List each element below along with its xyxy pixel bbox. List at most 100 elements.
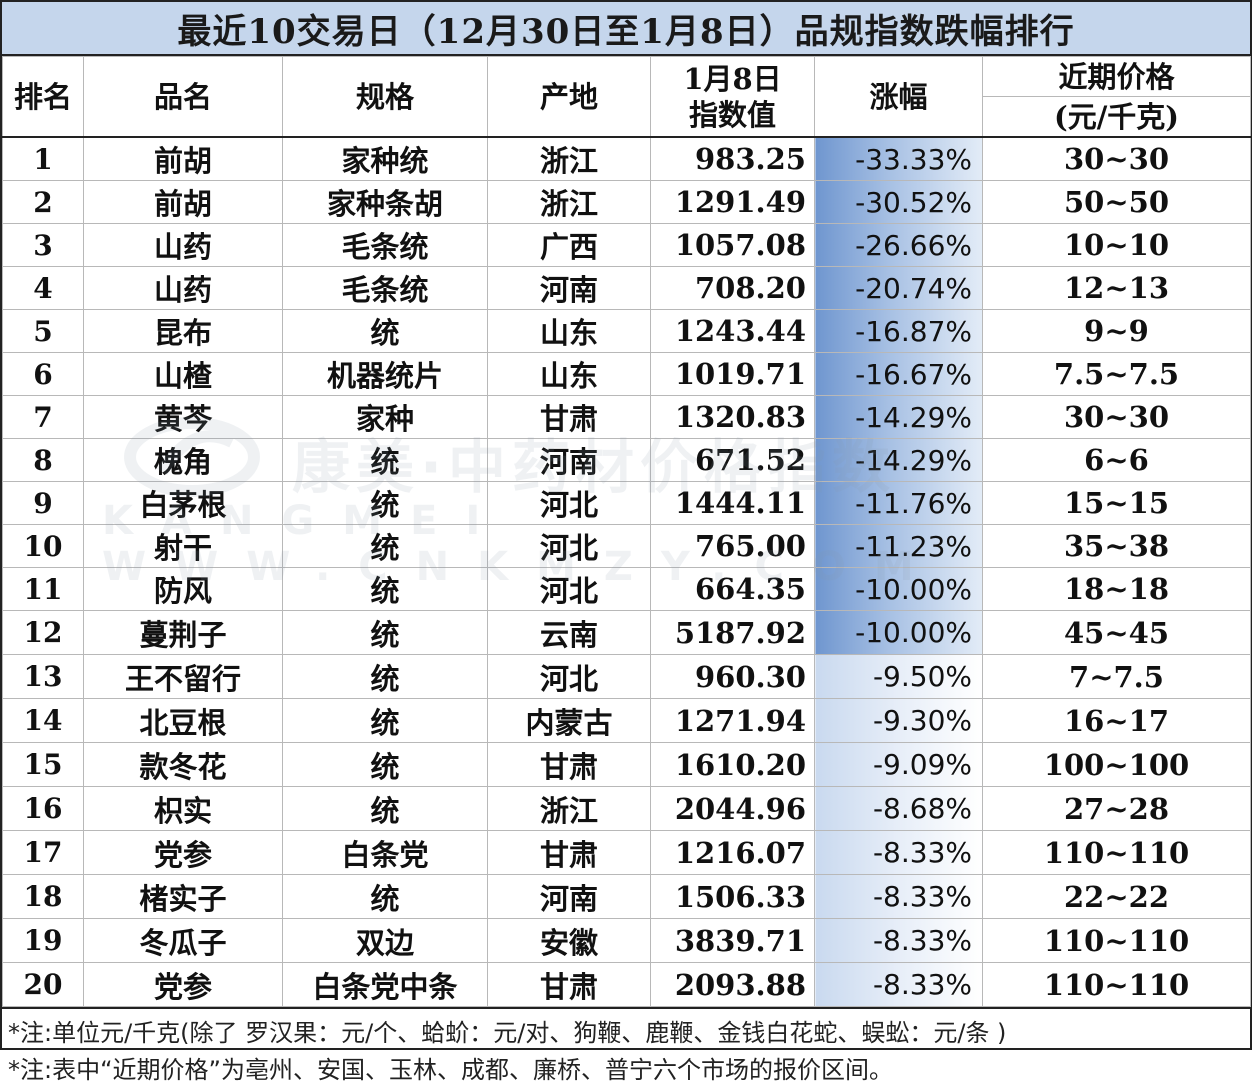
index-cell: 2044.96 bbox=[650, 786, 815, 831]
spec-cell: 统 bbox=[282, 481, 488, 525]
rank-cell: 19 bbox=[2, 918, 84, 963]
rank-cell: 4 bbox=[2, 266, 84, 310]
rank-cell: 8 bbox=[2, 438, 84, 482]
price-cell: 50~50 bbox=[982, 180, 1251, 224]
name-cell: 山楂 bbox=[83, 352, 283, 396]
rank-cell: 6 bbox=[2, 352, 84, 396]
origin-cell: 河南 bbox=[487, 266, 651, 310]
spec-cell: 机器统片 bbox=[282, 352, 488, 396]
table-row: 5 昆布统山东 1243.44 -16.87% 9~9 bbox=[2, 309, 1251, 353]
origin-cell: 甘肃 bbox=[487, 395, 651, 439]
rank-cell: 18 bbox=[2, 874, 84, 919]
spec-cell: 统 bbox=[282, 309, 488, 353]
change-cell: -16.87% bbox=[814, 309, 983, 353]
price-cell: 30~30 bbox=[982, 136, 1251, 181]
price-cell: 100~100 bbox=[982, 742, 1251, 787]
notes: *注:单位元/千克(除了 罗汉果：元/个、蛤蚧：元/对、狗鞭、鹿鞭、金钱白花蛇、… bbox=[2, 1007, 1250, 1089]
spec-cell: 统 bbox=[282, 874, 488, 919]
table-row: 13 王不留行统河北 960.30 -9.50% 7~7.5 bbox=[2, 654, 1251, 699]
rank-cell: 11 bbox=[2, 567, 84, 611]
index-cell: 1271.94 bbox=[650, 698, 815, 743]
index-cell: 671.52 bbox=[650, 438, 815, 482]
change-cell: -9.50% bbox=[814, 654, 983, 699]
price-cell: 110~110 bbox=[982, 830, 1251, 875]
table-row: 20 党参 白条党中条 甘肃 2093.88 -8.33% 110~110 bbox=[2, 962, 1251, 1007]
name-cell: 冬瓜子 bbox=[83, 918, 283, 963]
index-cell: 1506.33 bbox=[650, 874, 815, 919]
origin-cell: 内蒙古 bbox=[487, 698, 651, 743]
rank-cell: 2 bbox=[2, 180, 84, 224]
price-cell: 35~38 bbox=[982, 524, 1251, 568]
index-cell: 2093.88 bbox=[650, 962, 815, 1007]
table-row: 4 山药 毛条统 河南 708.20 -20.74% 12~13 bbox=[2, 266, 1251, 310]
header-rank: 排名 bbox=[2, 56, 84, 138]
origin-cell: 河北 bbox=[487, 481, 651, 525]
price-cell: 110~110 bbox=[982, 962, 1251, 1007]
header-spec: 规格 bbox=[282, 56, 488, 138]
spec-cell: 毛条统 bbox=[282, 223, 488, 267]
origin-cell: 浙江 bbox=[487, 786, 651, 831]
origin-cell: 河北 bbox=[487, 654, 651, 699]
rank-cell: 3 bbox=[2, 223, 84, 267]
index-cell: 1610.20 bbox=[650, 742, 815, 787]
rank-cell: 16 bbox=[2, 786, 84, 831]
change-cell: -11.23% bbox=[814, 524, 983, 568]
change-cell: -10.00% bbox=[814, 567, 983, 611]
change-cell: -26.66% bbox=[814, 223, 983, 267]
table-row: 15 款冬花统甘肃 1610.20 -9.09% 100~100 bbox=[2, 742, 1251, 787]
rank-cell: 1 bbox=[2, 136, 84, 181]
index-cell: 1320.83 bbox=[650, 395, 815, 439]
change-cell: -14.29% bbox=[814, 395, 983, 439]
origin-cell: 云南 bbox=[487, 610, 651, 655]
rank-cell: 5 bbox=[2, 309, 84, 353]
table-row: 11 防风统河北 664.35 -10.00% 18~18 bbox=[2, 567, 1251, 611]
index-cell: 708.20 bbox=[650, 266, 815, 310]
table-title: 最近10交易日（12月30日至1月8日）品规指数跌幅排行 bbox=[2, 2, 1250, 56]
origin-cell: 山东 bbox=[487, 309, 651, 353]
price-cell: 6~6 bbox=[982, 438, 1251, 482]
change-cell: -11.76% bbox=[814, 481, 983, 525]
price-cell: 110~110 bbox=[982, 918, 1251, 963]
price-cell: 12~13 bbox=[982, 266, 1251, 310]
ranking-table: 排名 品名 规格 产地 1月8日 指数值 涨幅 近期价格 (元/千克) 1 前胡家… bbox=[2, 56, 1251, 1007]
name-cell: 山药 bbox=[83, 266, 283, 310]
index-cell: 1057.08 bbox=[650, 223, 815, 267]
name-cell: 射干 bbox=[83, 524, 283, 568]
price-cell: 15~15 bbox=[982, 481, 1251, 525]
origin-cell: 浙江 bbox=[487, 136, 651, 181]
index-cell: 664.35 bbox=[650, 567, 815, 611]
price-cell: 30~30 bbox=[982, 395, 1251, 439]
name-cell: 楮实子 bbox=[83, 874, 283, 919]
name-cell: 蔓荆子 bbox=[83, 610, 283, 655]
index-cell: 1216.07 bbox=[650, 830, 815, 875]
table-row: 14 北豆根统内蒙古 1271.94 -9.30% 16~17 bbox=[2, 698, 1251, 743]
table-row: 16 枳实统浙江 2044.96 -8.68% 27~28 bbox=[2, 786, 1251, 831]
name-cell: 山药 bbox=[83, 223, 283, 267]
spec-cell: 毛条统 bbox=[282, 266, 488, 310]
header-index-line1: 1月8日 bbox=[683, 61, 782, 96]
spec-cell: 统 bbox=[282, 742, 488, 787]
price-cell: 45~45 bbox=[982, 610, 1251, 655]
header-origin: 产地 bbox=[487, 56, 651, 138]
spec-cell: 统 bbox=[282, 786, 488, 831]
name-cell: 款冬花 bbox=[83, 742, 283, 787]
header-name: 品名 bbox=[83, 56, 283, 138]
table-row: 2 前胡 家种条胡 浙江 1291.49 -30.52% 50~50 bbox=[2, 180, 1251, 224]
spec-cell: 统 bbox=[282, 654, 488, 699]
change-cell: -10.00% bbox=[814, 610, 983, 655]
price-cell: 10~10 bbox=[982, 223, 1251, 267]
origin-cell: 甘肃 bbox=[487, 962, 651, 1007]
name-cell: 党参 bbox=[83, 830, 283, 875]
change-cell: -14.29% bbox=[814, 438, 983, 482]
table-row: 17 党参 白条党 甘肃 1216.07 -8.33% 110~110 bbox=[2, 830, 1251, 875]
price-cell: 7~7.5 bbox=[982, 654, 1251, 699]
change-cell: -20.74% bbox=[814, 266, 983, 310]
header-row: 排名 品名 规格 产地 1月8日 指数值 涨幅 近期价格 bbox=[2, 56, 1251, 138]
rank-cell: 17 bbox=[2, 830, 84, 875]
name-cell: 党参 bbox=[83, 962, 283, 1007]
change-cell: -8.33% bbox=[814, 962, 983, 1007]
price-cell: 9~9 bbox=[982, 309, 1251, 353]
header-price-line1: 近期价格 bbox=[982, 56, 1251, 97]
table-row: 8 槐角统河南 671.52 -14.29% 6~6 bbox=[2, 438, 1251, 482]
spec-cell: 家种 bbox=[282, 395, 488, 439]
